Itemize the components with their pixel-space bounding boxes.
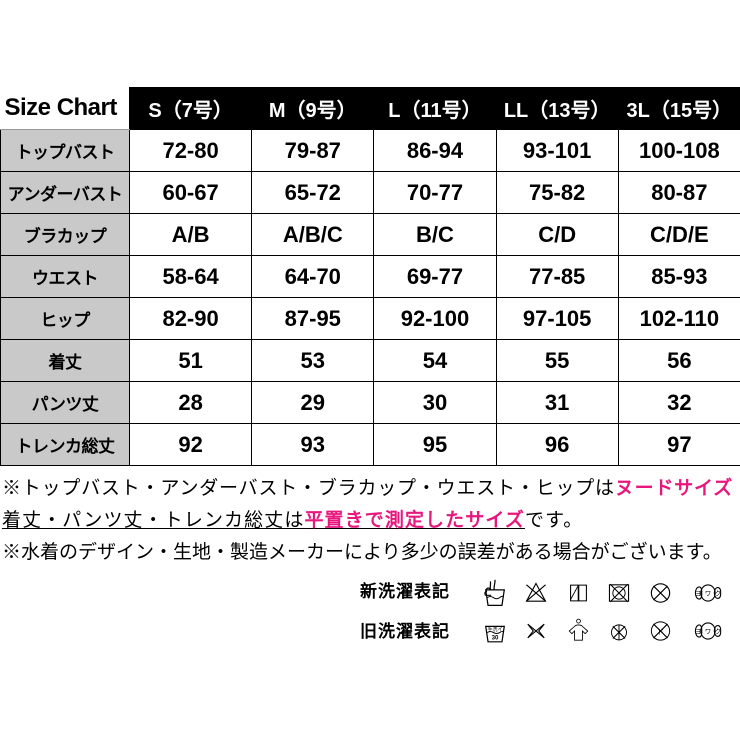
svg-text:30: 30 <box>492 635 499 642</box>
svg-text:ヨ: ヨ <box>695 628 701 636</box>
svg-text:ク: ク <box>715 590 721 598</box>
svg-text:ク: ク <box>715 628 721 636</box>
svg-text:ヨ: ヨ <box>695 590 701 598</box>
svg-text:ワ: ワ <box>705 628 711 636</box>
svg-text:ド: ド <box>657 629 664 636</box>
svg-text:手洗イ: 手洗イ <box>487 626 502 633</box>
svg-text:ワ: ワ <box>705 590 711 598</box>
